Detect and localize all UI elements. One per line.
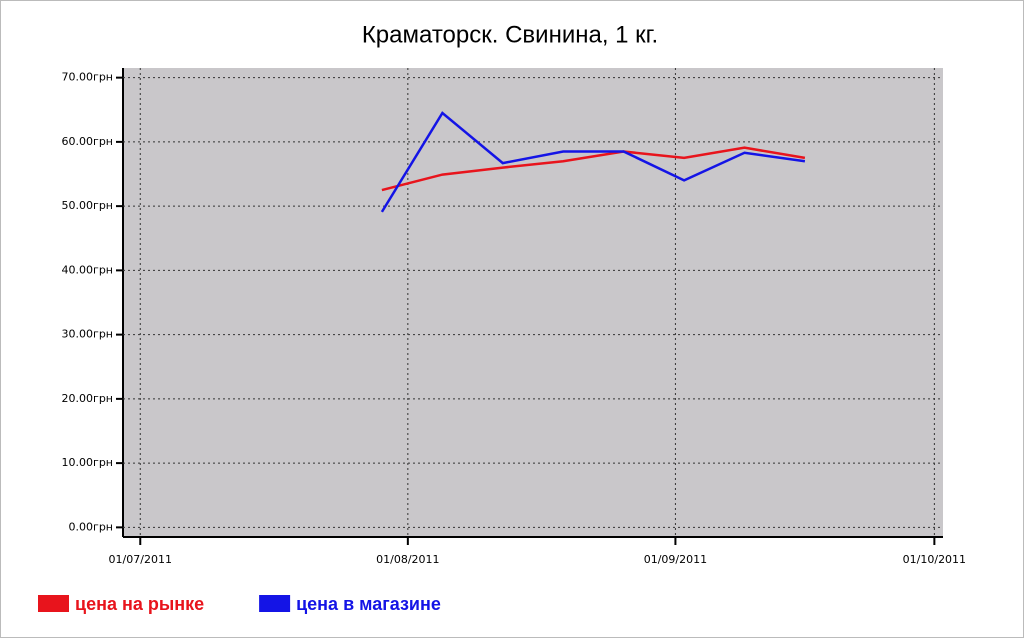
y-tick-label: 50.00грн: [62, 199, 113, 212]
y-tick-label: 60.00грн: [62, 135, 113, 148]
y-tick-label: 0.00грн: [69, 520, 113, 533]
x-tick-label: 01/08/2011: [376, 553, 439, 566]
legend-swatch: [259, 595, 291, 612]
legend-swatch: [38, 595, 69, 612]
y-tick-label: 30.00грн: [62, 328, 113, 341]
plot-area: [123, 68, 943, 537]
x-tick-label: 01/07/2011: [109, 553, 172, 566]
series-line: [380, 111, 806, 213]
y-tick-label: 40.00грн: [62, 263, 113, 276]
y-tick-label: 20.00грн: [62, 392, 113, 405]
y-tick-label: 70.00грн: [62, 71, 113, 84]
x-tick-label: 01/09/2011: [644, 553, 707, 566]
legend-label: цена в магазине: [296, 594, 441, 614]
chart-title: Краматорск. Свинина, 1 кг.: [362, 21, 658, 48]
legend-label: цена на рынке: [75, 594, 204, 614]
x-tick-label: 01/10/2011: [903, 553, 966, 566]
series-line: [381, 146, 806, 192]
y-tick-label: 10.00грн: [62, 456, 113, 469]
